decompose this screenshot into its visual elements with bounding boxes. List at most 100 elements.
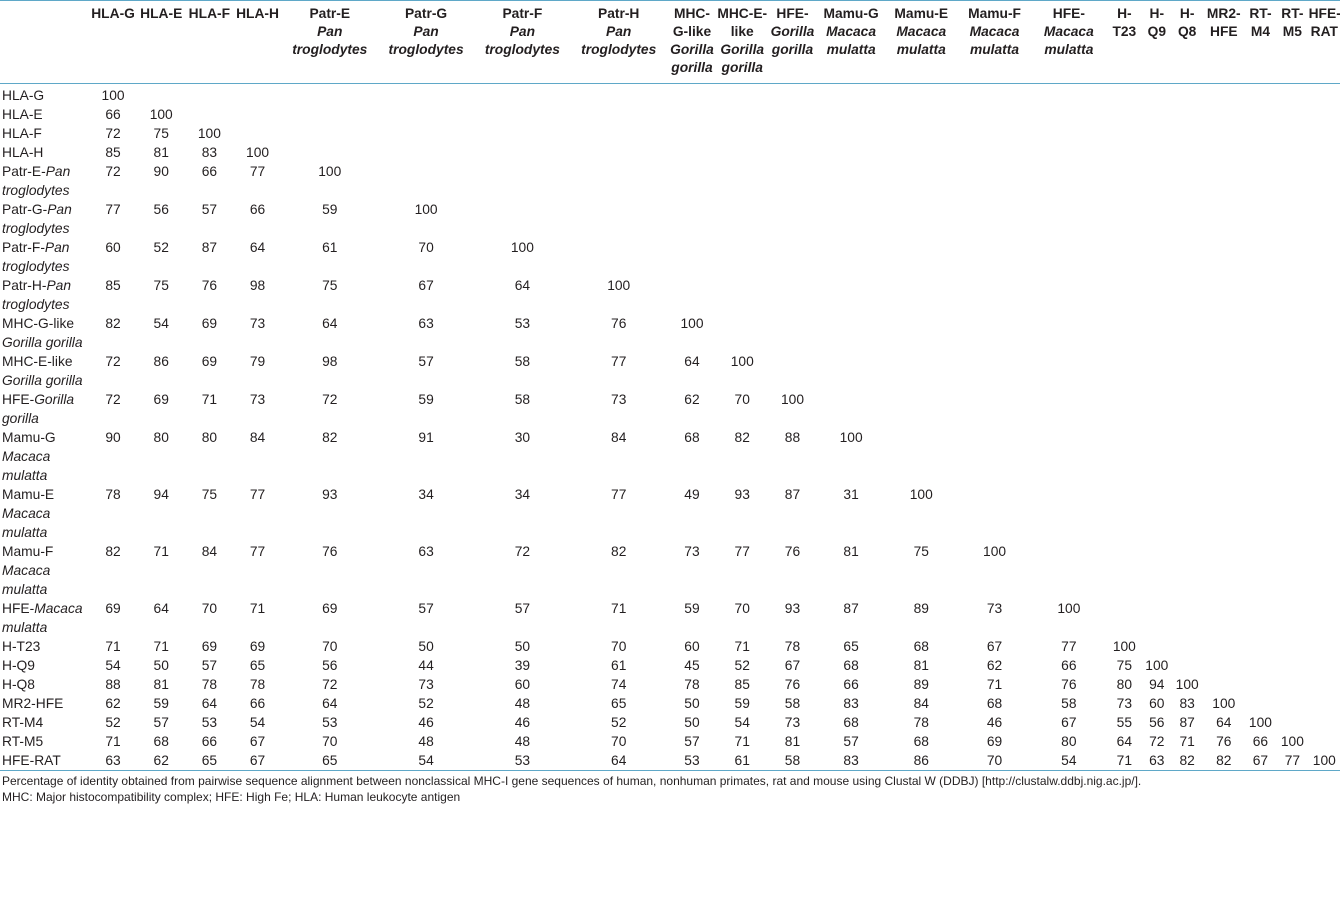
table-cell: 87 <box>843 601 859 616</box>
column-header-species: Pan troglodytes <box>484 24 560 57</box>
table-cell: 67 <box>986 639 1003 654</box>
table-cell: 84 <box>249 430 266 445</box>
table-cell <box>885 124 958 143</box>
table-cell <box>571 162 667 200</box>
table-cell <box>1203 599 1245 637</box>
row-label-name: Mamu-G <box>2 430 56 445</box>
table-cell: 64 <box>249 240 266 255</box>
table-cell: 62 <box>986 658 1003 673</box>
table-cell: 68 <box>843 658 859 673</box>
table-cell: 61 <box>322 240 338 255</box>
table-cell <box>1276 276 1308 314</box>
table-cell: 71 <box>611 601 627 616</box>
table-cell: 69 <box>249 639 266 654</box>
table-cell <box>185 105 233 124</box>
table-cell: 82 <box>1179 753 1195 768</box>
table-cell <box>1031 314 1106 352</box>
table-cell: 64 <box>322 696 338 711</box>
table-cell: 71 <box>105 734 121 749</box>
table-cell: 71 <box>153 544 169 559</box>
table-cell: 98 <box>322 354 338 369</box>
table-cell: 66 <box>249 696 266 711</box>
table-cell <box>958 143 1031 162</box>
table-cell: 57 <box>843 734 859 749</box>
table-cell <box>1309 200 1340 238</box>
table-cell <box>958 124 1031 143</box>
table-footnote: Percentage of identity obtained from pai… <box>0 771 1332 805</box>
table-cell <box>1142 637 1171 656</box>
table-cell <box>1203 162 1245 200</box>
table-cell: 74 <box>611 677 627 692</box>
identity-matrix-table: HLA-G HLA-E HLA-F HLA-H Patr-E Pan troglodyte… <box>0 0 1340 771</box>
table-cell <box>958 352 1031 390</box>
table-cell <box>667 124 717 143</box>
table-cell <box>1245 200 1276 238</box>
table-cell <box>717 238 767 276</box>
table-cell: 69 <box>105 601 121 616</box>
table-cell: 100 <box>414 202 438 217</box>
table-cell <box>717 276 767 314</box>
table-cell <box>717 143 767 162</box>
column-header: RT-M5 <box>1276 1 1308 84</box>
column-header-species: Gorilla gorilla <box>720 42 765 75</box>
table-cell: 100 <box>780 392 804 407</box>
table-cell <box>474 124 570 143</box>
table-cell: 53 <box>322 715 338 730</box>
table-cell: 69 <box>986 734 1003 749</box>
table-cell: 54 <box>734 715 750 730</box>
table-cell: 49 <box>684 487 700 502</box>
table-cell: 57 <box>514 601 531 616</box>
table-cell: 81 <box>784 734 801 749</box>
table-cell: 71 <box>153 639 169 654</box>
table-cell <box>1031 238 1106 276</box>
table-cell: 78 <box>684 677 700 692</box>
row-label-name: RT-M5 <box>2 734 44 749</box>
table-cell <box>1245 314 1276 352</box>
column-header: HFE-RAT <box>1309 1 1340 84</box>
table-body: HLA-G 100 HLA-E 66 100 HLA-F 72 75 100 HLA-H 85 81 8… <box>0 84 1340 771</box>
table-cell <box>1276 637 1308 656</box>
table-cell <box>1203 656 1245 675</box>
table-cell: 53 <box>684 753 700 768</box>
column-header: H-T23 <box>1107 1 1143 84</box>
table-cell: 82 <box>322 430 338 445</box>
row-label-name: HFE- <box>2 392 35 407</box>
table-cell: 72 <box>322 392 338 407</box>
table-cell: 88 <box>105 677 121 692</box>
table-cell: 77 <box>1284 753 1301 768</box>
table-cell <box>1142 542 1171 599</box>
row-label-species: Pan troglodytes <box>2 202 72 236</box>
table-cell: 69 <box>201 639 218 654</box>
table-cell: 100 <box>101 88 125 103</box>
table-cell <box>378 105 474 124</box>
table-cell <box>1245 162 1276 200</box>
table-cell <box>885 238 958 276</box>
table-cell: 82 <box>1216 753 1232 768</box>
table-cell: 60 <box>1149 696 1165 711</box>
table-cell <box>571 238 667 276</box>
table-cell <box>1309 713 1340 732</box>
table-cell <box>1142 200 1171 238</box>
table-cell: 100 <box>318 164 342 179</box>
table-cell: 70 <box>322 734 338 749</box>
row-label: MHC-E-like Gorilla gorilla <box>0 352 89 390</box>
table-cell: 100 <box>730 354 754 369</box>
table-cell <box>1171 276 1202 314</box>
table-cell <box>1107 200 1143 238</box>
table-cell <box>667 200 717 238</box>
table-cell: 77 <box>249 544 266 559</box>
table-cell: 64 <box>611 753 627 768</box>
table-cell: 87 <box>201 240 218 255</box>
table-cell <box>1031 542 1106 599</box>
column-header: Patr-F Pan troglodytes <box>474 1 570 84</box>
table-cell <box>1245 105 1276 124</box>
table-cell: 60 <box>684 639 700 654</box>
table-cell <box>767 314 817 352</box>
table-row: HFE-RAT 63 62 65 67 65 54 53 64 53 61 58 83 86 70 54 71 6… <box>0 751 1340 771</box>
row-label-species: Pan troglodytes <box>2 164 71 198</box>
table-cell: 58 <box>784 696 801 711</box>
table-row: Patr-H-Pan troglodytes 85 75 76 98 75 67 64 100 <box>0 276 1340 314</box>
table-cell <box>378 143 474 162</box>
row-label-name: HFE- <box>2 601 35 616</box>
table-cell: 71 <box>105 639 121 654</box>
